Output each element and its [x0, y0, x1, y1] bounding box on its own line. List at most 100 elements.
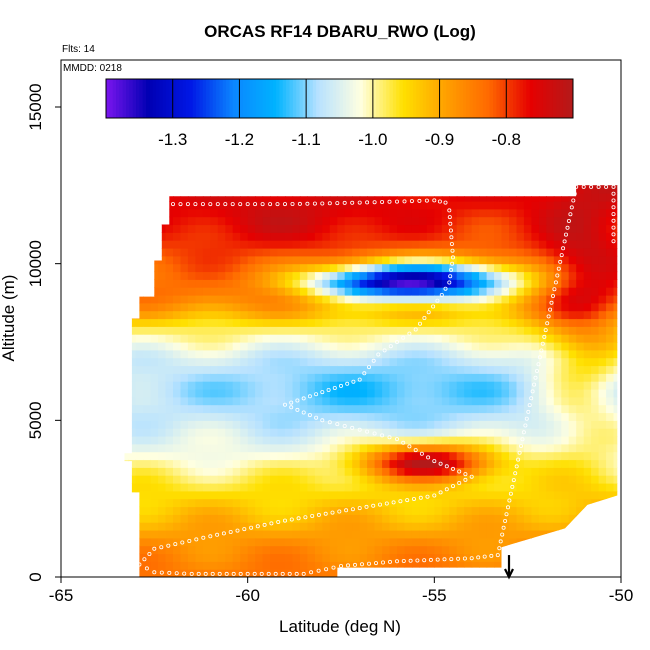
heatmap-cell — [61, 491, 69, 499]
heatmap-cell — [516, 193, 525, 202]
heatmap-cell — [217, 287, 226, 296]
heatmap-cell — [441, 216, 450, 226]
heatmap-cell — [307, 342, 316, 351]
heatmap-cell — [124, 310, 129, 320]
heatmap-cell — [106, 522, 114, 530]
heatmap-cell — [262, 389, 271, 398]
heatmap-cell — [270, 302, 279, 312]
heatmap-cell — [210, 443, 219, 453]
heatmap-cell — [531, 255, 540, 265]
heatmap-cell — [538, 545, 547, 555]
heatmap-cell — [337, 326, 346, 335]
heatmap-cell — [464, 490, 473, 500]
heatmap-cell — [329, 326, 338, 335]
heatmap-cell — [404, 240, 413, 249]
heatmap-cell — [479, 248, 488, 257]
heatmap-cell — [538, 436, 547, 445]
heatmap-cell — [404, 201, 413, 210]
heatmap-cell — [471, 349, 480, 359]
heatmap-cell — [337, 318, 346, 327]
heatmap-cell — [606, 381, 615, 390]
heatmap-cell — [76, 217, 84, 225]
heatmap-cell — [486, 357, 495, 367]
heatmap-cell — [262, 475, 271, 484]
heatmap-cell — [158, 248, 167, 257]
heatmap-cell — [173, 349, 182, 359]
heatmap-cell — [598, 279, 607, 288]
heatmap-cell — [124, 248, 129, 257]
heatmap-cell — [210, 216, 219, 226]
heatmap-cell — [426, 302, 435, 312]
heatmap-cell — [367, 396, 376, 406]
heatmap-cell — [255, 318, 264, 327]
colorbar-tick-label: -1.3 — [158, 130, 187, 149]
heatmap-cell — [411, 326, 420, 335]
heatmap-cell — [426, 553, 435, 562]
heatmap-cell — [262, 185, 271, 194]
heatmap-cell — [606, 342, 615, 351]
track-point — [180, 540, 185, 545]
heatmap-cell — [158, 537, 167, 547]
heatmap-cell — [419, 412, 428, 421]
heatmap-cell — [538, 287, 547, 296]
heatmap-cell — [270, 279, 279, 288]
heatmap-cell — [210, 514, 219, 523]
heatmap-cell — [568, 224, 577, 233]
heatmap-cell — [456, 342, 465, 351]
heatmap-cell — [270, 357, 279, 367]
colorbar-tick-label: -1.1 — [291, 130, 320, 149]
heatmap-cell — [262, 193, 271, 202]
heatmap-cell — [516, 475, 525, 484]
heatmap-cell — [344, 349, 353, 359]
heatmap-cell — [516, 263, 525, 273]
heatmap-cell — [397, 287, 406, 296]
heatmap-cell — [83, 420, 91, 428]
heatmap-cell — [606, 530, 615, 539]
heatmap-cell — [449, 436, 458, 445]
heatmap-cell — [143, 287, 152, 296]
heatmap-cell — [314, 436, 323, 445]
heatmap-cell — [568, 240, 577, 249]
heatmap-cell — [606, 514, 615, 523]
heatmap-cell — [255, 420, 264, 429]
heatmap-cell — [128, 412, 137, 421]
heatmap-cell — [165, 498, 174, 508]
colorbar-segment — [336, 79, 340, 118]
heatmap-cell — [180, 545, 189, 555]
heatmap-cell — [262, 334, 271, 343]
heatmap-cell — [613, 318, 618, 327]
heatmap-cell — [299, 498, 308, 508]
heatmap-cell — [217, 522, 226, 531]
heatmap-cell — [404, 334, 413, 343]
heatmap-cell — [292, 310, 301, 320]
heatmap-cell — [441, 357, 450, 367]
heatmap-cell — [202, 530, 211, 539]
heatmap-cell — [404, 569, 413, 578]
heatmap-cell — [501, 373, 510, 382]
y-axis-label: Altitude (m) — [0, 275, 18, 362]
heatmap-cell — [411, 208, 420, 218]
track-point — [287, 571, 292, 576]
track-point — [320, 418, 325, 423]
heatmap-cell — [158, 561, 167, 570]
colorbar-segment — [302, 79, 307, 118]
heatmap-cell — [523, 443, 532, 453]
heatmap-cell — [598, 569, 607, 578]
heatmap-cell — [158, 443, 167, 453]
track-point — [549, 300, 554, 305]
track-point — [351, 379, 356, 384]
heatmap-cell — [419, 302, 428, 312]
heatmap-cell — [270, 561, 279, 570]
heatmap-cell — [531, 208, 540, 218]
heatmap-cell — [299, 185, 308, 186]
heatmap-cell — [479, 255, 488, 265]
heatmap-cell — [187, 522, 196, 531]
heatmap-cell — [531, 326, 540, 335]
heatmap-cell — [255, 428, 264, 437]
heatmap-cell — [91, 491, 99, 499]
heatmap-cell — [210, 490, 219, 500]
heatmap-cell — [426, 483, 435, 492]
heatmap-cell — [509, 428, 518, 437]
heatmap-cell — [553, 569, 562, 578]
track-point — [545, 321, 550, 326]
